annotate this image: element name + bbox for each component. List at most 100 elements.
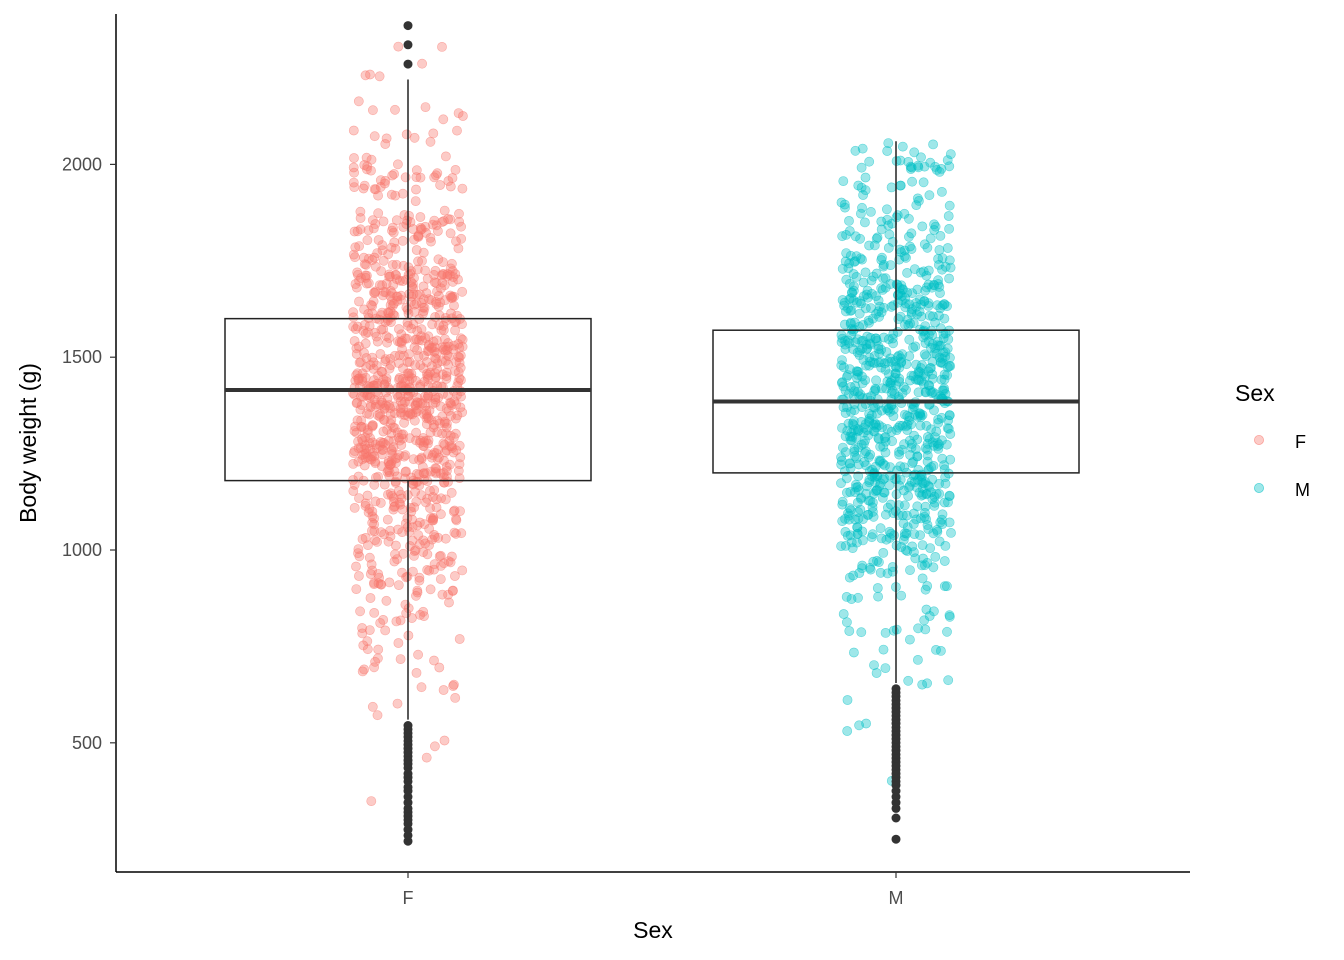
- jitter-point-M: [939, 464, 950, 475]
- jitter-point-F: [455, 350, 466, 361]
- jitter-point-M: [865, 562, 875, 573]
- jitter-point-F: [385, 360, 396, 371]
- jitter-point-F: [409, 546, 420, 557]
- jitter-point-F: [423, 413, 434, 424]
- jitter-point-M: [878, 273, 888, 284]
- y-axis-ticks: 500 1000 1500 2000: [62, 154, 116, 753]
- jitter-point-M: [866, 275, 877, 286]
- outlier-point-F: [403, 721, 413, 730]
- jitter-point-M: [863, 510, 874, 520]
- jitter-point-M: [858, 190, 868, 200]
- jitter-point-M: [936, 412, 947, 423]
- jitter-point-F: [353, 96, 364, 107]
- jitter-point-M: [923, 366, 934, 377]
- jitter-point-F: [362, 425, 373, 435]
- jitter-point-F: [384, 577, 395, 588]
- jitter-point-M: [910, 409, 920, 420]
- jitter-point-F: [450, 693, 461, 703]
- jitter-point-F: [352, 397, 363, 408]
- jitter-point-M: [862, 292, 873, 303]
- jitter-point-M: [906, 309, 917, 320]
- jitter-point-F: [353, 436, 363, 447]
- jitter-point-F: [386, 189, 397, 200]
- jitter-point-M: [942, 581, 952, 592]
- jitter-point-F: [429, 215, 440, 226]
- jitter-point-M: [936, 374, 947, 385]
- jitter-point-M: [933, 275, 943, 286]
- jitter-point-F: [409, 342, 420, 353]
- jitter-point-M: [878, 644, 889, 655]
- jitter-point-M: [837, 231, 848, 242]
- jitter-point-F: [418, 294, 429, 305]
- jitter-point-M: [938, 333, 949, 344]
- jitter-point-F: [404, 433, 415, 444]
- jitter-point-F: [432, 415, 443, 426]
- jitter-point-F: [362, 490, 373, 501]
- jitter-point-F: [421, 227, 431, 238]
- jitter-point-F: [359, 259, 370, 270]
- jitter-point-M: [922, 450, 933, 461]
- jitter-point-M: [882, 204, 892, 215]
- jitter-point-M: [937, 253, 948, 263]
- jitter-point-M: [921, 604, 932, 615]
- jitter-point-M: [856, 162, 867, 173]
- jitter-point-F: [390, 243, 401, 254]
- jitter-point-F: [351, 561, 361, 572]
- jitter-point-M: [940, 328, 951, 339]
- jitter-point-M: [879, 473, 890, 484]
- jitter-point-F: [387, 259, 398, 270]
- jitter-point-M: [876, 224, 887, 235]
- jitter-point-F: [348, 307, 358, 318]
- jitter-point-F: [380, 287, 391, 298]
- jitter-point-F: [399, 451, 409, 462]
- jitter-point-F: [349, 182, 360, 192]
- jitter-point-M: [939, 313, 950, 324]
- jitter-point-F: [418, 281, 429, 292]
- jitter-point-M: [917, 573, 928, 584]
- jitter-point-F: [448, 506, 459, 517]
- jitter-point-M: [904, 213, 914, 224]
- jitter-point-F: [363, 225, 374, 236]
- jitter-point-F: [389, 237, 400, 248]
- jitter-point-M: [897, 444, 907, 455]
- jitter-point-M: [916, 152, 926, 163]
- jitter-point-F: [360, 70, 371, 81]
- jitter-point-M: [899, 531, 910, 542]
- jitter-point-F: [355, 606, 365, 617]
- jitter-point-F: [412, 587, 423, 598]
- jitter-point-F: [395, 615, 406, 626]
- jitter-point-M: [886, 182, 897, 193]
- jitter-point-F: [446, 487, 457, 498]
- jitter-point-F: [351, 343, 362, 354]
- jitter-point-M: [869, 358, 880, 369]
- jitter-point-M: [875, 455, 886, 466]
- jitter-point-F: [371, 443, 382, 454]
- jitter-point-F: [445, 181, 456, 192]
- jitter-point-M: [869, 240, 880, 251]
- jitter-point-F: [392, 698, 403, 709]
- jitter-point-F: [406, 277, 416, 287]
- jitter-point-F: [423, 449, 433, 459]
- jitter-point-M: [934, 488, 945, 499]
- jitter-point-F: [388, 493, 399, 503]
- jitter-point-F: [364, 409, 375, 420]
- jitter-point-M: [838, 442, 848, 453]
- jitter-point-F: [353, 544, 364, 554]
- jitter-point-M: [868, 556, 879, 567]
- jitter-point-F: [450, 325, 460, 336]
- jitter-point-M: [917, 540, 928, 550]
- jitter-point-F: [365, 593, 376, 603]
- jitter-point-M: [902, 410, 913, 421]
- jitter-point-M: [909, 147, 920, 158]
- jitter-point-F: [420, 497, 431, 508]
- jitter-point-F: [392, 554, 402, 564]
- jitter-point-F: [369, 287, 379, 298]
- jitter-point-F: [438, 468, 449, 478]
- jitter-point-M: [837, 496, 848, 507]
- jitter-point-M: [905, 161, 916, 172]
- jitter-point-M: [904, 480, 915, 491]
- jitter-point-F: [423, 345, 434, 356]
- jitter-point-F: [368, 223, 379, 234]
- jitter-point-M: [842, 695, 853, 705]
- jitter-point-M: [922, 438, 933, 449]
